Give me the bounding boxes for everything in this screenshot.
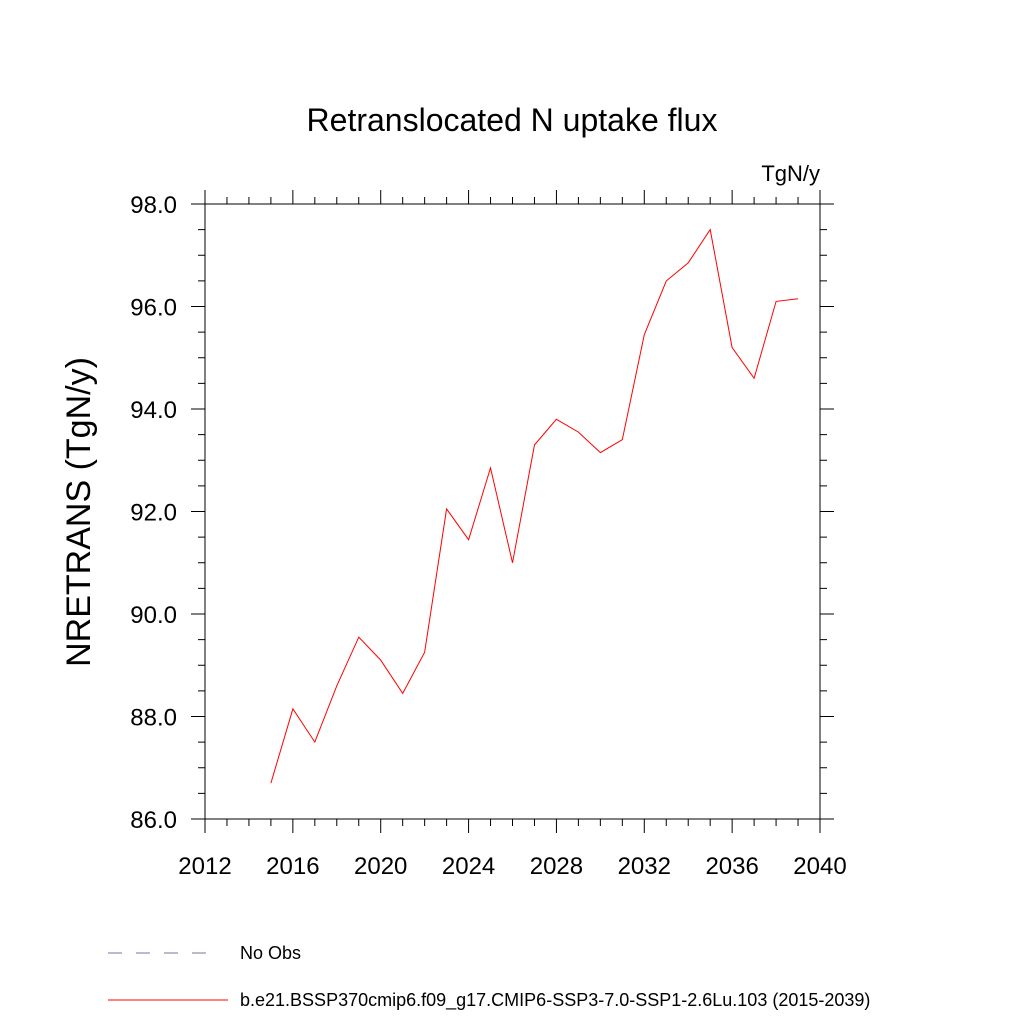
- plot-frame: [204, 203, 821, 820]
- y-tick-label: 90.0: [130, 602, 177, 629]
- chart-title: Retranslocated N uptake flux: [307, 102, 718, 138]
- x-tick-label: 2012: [178, 853, 231, 880]
- axis-ticks: [191, 190, 834, 833]
- x-tick-label: 2028: [530, 853, 583, 880]
- x-tick-label: 2024: [442, 853, 495, 880]
- y-axis-label: NRETRANS (TgN/y): [60, 357, 98, 667]
- series-lines: [270, 228, 799, 784]
- y-tick-label: 88.0: [130, 705, 177, 732]
- x-tick-label: 2016: [266, 853, 319, 880]
- legend-label-model: b.e21.BSSP370cmip6.f09_g17.CMIP6-SSP3-7.…: [240, 990, 870, 1011]
- y-tick-label: 98.0: [130, 192, 177, 219]
- x-tick-label: 2032: [618, 853, 671, 880]
- y-tick-label: 92.0: [130, 500, 177, 527]
- x-tick-label: 2020: [354, 853, 407, 880]
- x-tick-label: 2040: [793, 853, 846, 880]
- y-tick-labels: 86.0 88.0 90.0 92.0 94.0 96.0 98.0: [130, 192, 177, 834]
- y-tick-label: 96.0: [130, 295, 177, 322]
- x-tick-label: 2036: [705, 853, 758, 880]
- legend: No Obs b.e21.BSSP370cmip6.f09_g17.CMIP6-…: [108, 943, 870, 1011]
- x-tick-labels: 2012 2016 2020 2024 2028 2032 2036 2040: [178, 853, 846, 880]
- units-label: TgN/y: [761, 161, 820, 186]
- series-line: [270, 228, 799, 784]
- legend-label-no-obs: No Obs: [240, 943, 301, 963]
- y-tick-label: 94.0: [130, 397, 177, 424]
- y-tick-label: 86.0: [130, 807, 177, 834]
